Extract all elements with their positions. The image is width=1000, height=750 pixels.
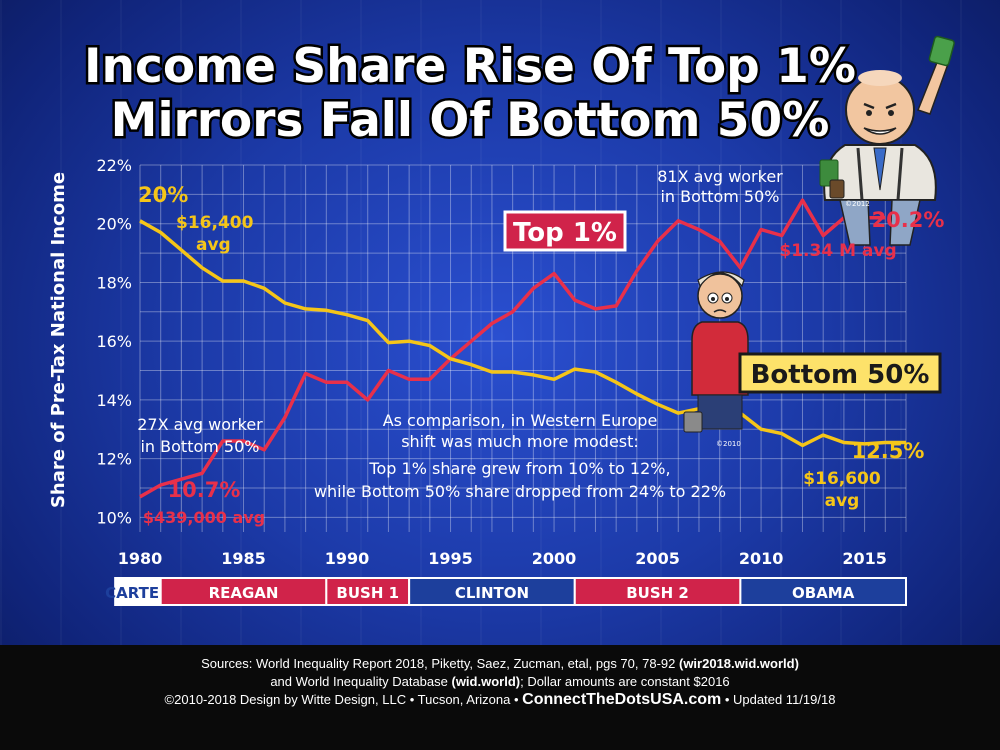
end-bottom-avg-2: avg [825,491,860,511]
start-top-ratio-line2: in Bottom 50% [140,437,259,456]
start-bottom-avg-1: $16,400 [176,213,254,233]
y-tick-label: 20% [96,215,132,234]
y-axis-ticks: 10% 12% 14% 16% 18% 20% 22% [96,156,132,527]
start-bottom-avg-2: avg [196,235,231,255]
footer-sources-line2: and World Inequality Database (wid.world… [0,673,1000,691]
fat-cat-illustration: ©2012 [819,35,955,246]
top-ratio-line2: in Bottom 50% [660,187,779,206]
end-bottom-avg-1: $16,600 [803,469,881,489]
top1-label-box: Top 1% [503,210,627,252]
fat-cat-copyright: ©2012 [845,200,870,208]
x-tick-label: 1990 [325,549,370,568]
top-ratio-line1: 81X avg worker [657,167,783,186]
start-bottom-pct: 20% [138,183,188,207]
comparison-line1: As comparison, in Western Europe [383,411,658,430]
president-name: BUSH 1 [336,584,399,602]
y-tick-label: 10% [96,508,132,527]
bottom50-label-box: Bottom 50% [738,352,942,394]
y-tick-label: 16% [96,332,132,351]
x-tick-label: 1980 [118,549,163,568]
series-line-top-1- [139,198,886,499]
x-tick-label: 2015 [842,549,887,568]
series-lines [139,198,906,499]
footer-credit-line: ©2010-2018 Design by Witte Design, LLC •… [0,691,1000,709]
president-segment [739,577,907,606]
bottom50-label: Bottom 50% [751,360,930,390]
grid [139,164,907,532]
start-top-pct: 10.7% [168,478,241,502]
footer-wir-link[interactable]: (wir2018.wid.world) [678,656,799,671]
footer-db-text: and World Inequality Database [270,674,452,689]
x-tick-label: 2005 [635,549,680,568]
footer-wid-link[interactable]: (wid.world) [451,674,521,689]
president-name: BUSH 2 [626,584,689,602]
president-name: CARTER [105,584,171,602]
x-tick-label: 2000 [532,549,577,568]
president-bar: CARTER REAGAN BUSH 1 CLINTON BUSH 2 OBAMA [105,577,907,606]
top1-label: Top 1% [513,218,617,248]
title-line2: Mirrors Fall Of Bottom 50% [111,93,830,148]
footer-sources-line1: Sources: World Inequality Report 2018, P… [0,655,1000,673]
series-line-bottom-50- [139,219,906,448]
y-tick-label: 18% [96,273,132,292]
end-top-avg: $1.34 M avg [779,241,896,261]
comparison-line2: shift was much more modest: [401,432,639,451]
x-tick-label: 2010 [739,549,784,568]
footer-updated: • Updated 11/19/18 [721,692,836,707]
president-segment [325,577,411,606]
x-axis-ticks: 1980 1985 1990 1995 2000 2005 2010 2015 [118,549,887,568]
end-bottom-pct: 12.5% [852,439,925,463]
president-name: OBAMA [792,584,855,602]
footer-sources-text: Sources: World Inequality Report 2018, P… [201,656,679,671]
y-axis-title: Share of Pre-Tax National Income [48,172,69,508]
president-name: REAGAN [209,584,279,602]
start-top-avg: $439,000 avg [143,508,265,527]
x-tick-label: 1985 [221,549,266,568]
y-tick-label: 22% [96,156,132,175]
y-tick-label: 12% [96,450,132,469]
footer: Sources: World Inequality Report 2018, P… [0,645,1000,750]
footer-credit-text: ©2010-2018 Design by Witte Design, LLC •… [164,692,523,707]
y-tick-label: 14% [96,391,132,410]
annotations: 20% $16,400 avg 81X avg worker in Bottom… [137,167,944,527]
president-segment [159,577,328,606]
title-line1: Income Share Rise Of Top 1% [84,39,856,94]
president-name: CLINTON [455,584,529,602]
x-tick-label: 1995 [428,549,473,568]
end-top-pct: 20.2% [872,208,945,232]
income-share-chart: Income Share Rise Of Top 1% Mirrors Fall… [48,35,955,606]
start-top-ratio-line1: 27X avg worker [137,415,263,434]
worker-copyright: ©2010 [716,440,741,448]
footer-dollar-note: ; Dollar amounts are constant $2016 [520,674,730,689]
comparison-line3: Top 1% share grew from 10% to 12%, [368,459,670,478]
footer-site-link[interactable]: ConnectTheDotsUSA.com [522,691,722,708]
president-segment [573,577,742,606]
worker-illustration: ©2010 [683,271,749,448]
comparison-line4: while Bottom 50% share dropped from 24% … [314,482,726,501]
